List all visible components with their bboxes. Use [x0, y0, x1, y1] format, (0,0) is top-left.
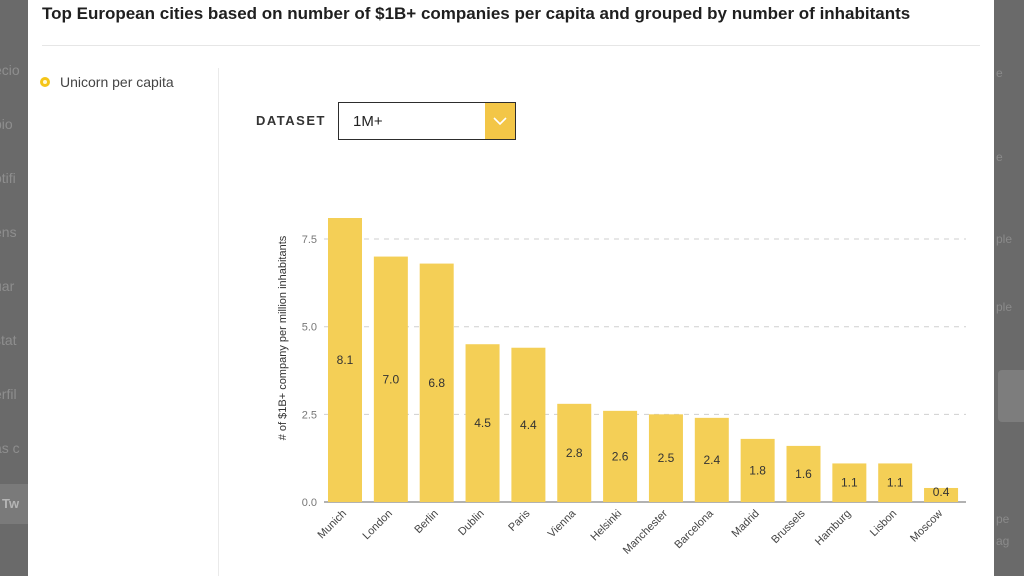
bar-value-label: 1.6	[795, 467, 812, 481]
x-tick-label: Helsinki	[589, 508, 625, 544]
bar[interactable]	[924, 487, 959, 502]
bar[interactable]	[878, 463, 913, 502]
background-text-fragment: stat	[0, 332, 17, 348]
y-tick-label: 7.5	[302, 234, 317, 246]
x-tick-label: Moscow	[908, 508, 945, 545]
chevron-down-icon[interactable]	[485, 103, 515, 139]
bar-value-label: 1.8	[749, 463, 766, 477]
bar-value-label: 0.4	[933, 485, 950, 499]
chart-card: Top European cities based on number of $…	[28, 0, 994, 576]
background-scroll-pill	[998, 370, 1024, 422]
x-tick-label: Hamburg	[813, 508, 853, 548]
bar[interactable]	[511, 347, 546, 502]
bar[interactable]	[694, 417, 729, 502]
x-tick-label: London	[361, 508, 395, 542]
legend-divider	[218, 68, 219, 576]
x-tick-label: Munich	[316, 508, 350, 542]
legend-label: Unicorn per capita	[60, 74, 174, 90]
bar-chart: 0.0 2.5 5.0 7.5 8.1 Munich 7.0 London 6.8 Berlin 4…	[277, 218, 966, 557]
bar[interactable]	[328, 218, 362, 502]
background-text-fragment: ple	[996, 232, 1013, 246]
background-page-right: e e ple ple pe ag	[994, 0, 1024, 576]
x-tick-label: Dublin	[456, 508, 487, 539]
bar-value-label: 2.8	[566, 446, 583, 460]
bar-value-label: 1.1	[841, 476, 858, 490]
x-tick-label: Vienna	[546, 507, 579, 540]
dataset-selected-value: 1M+	[353, 113, 383, 130]
bar-value-label: 4.4	[520, 418, 537, 432]
bar[interactable]	[786, 445, 821, 502]
x-tick-label: Brussels	[769, 507, 808, 546]
background-text-fragment: ecio	[0, 62, 20, 78]
background-text-fragment: e	[996, 66, 1003, 80]
bar-value-label: 7.0	[383, 372, 400, 386]
bar[interactable]	[603, 410, 638, 502]
dataset-select[interactable]: 1M+	[338, 102, 516, 140]
x-tick-label: Madrid	[730, 508, 762, 540]
x-tick-label: Barcelona	[672, 507, 716, 551]
y-tick-label: 2.5	[302, 409, 317, 421]
chart-legend[interactable]: Unicorn per capita	[40, 74, 174, 90]
bar[interactable]	[557, 403, 592, 502]
chart-title: Top European cities based on number of $…	[42, 4, 911, 23]
bar-value-label: 8.1	[337, 353, 354, 367]
background-text-fragment: erfil	[0, 386, 17, 402]
x-tick-label: Paris	[506, 507, 533, 534]
x-tick-label: Berlin	[412, 508, 440, 536]
background-text-fragment: ple	[996, 300, 1013, 314]
bar-value-label: 4.5	[474, 416, 491, 430]
bar-value-label: 2.5	[658, 451, 675, 465]
background-twitter-button: Tw	[0, 484, 28, 524]
bar[interactable]	[419, 263, 454, 502]
background-text-fragment: pio	[0, 116, 13, 132]
x-tick-label: Manchester	[621, 507, 670, 556]
bar-value-label: 2.4	[703, 453, 720, 467]
bar-value-label: 1.1	[887, 476, 904, 490]
background-text-fragment: uar	[0, 278, 15, 294]
x-tick-label: Lisbon	[868, 508, 899, 539]
background-text-fragment: as c	[0, 440, 20, 456]
bar[interactable]	[373, 256, 408, 502]
y-axis-label: # of $1B+ company per million inhabitant…	[277, 235, 289, 440]
bar[interactable]	[648, 414, 683, 502]
bar-value-label: 6.8	[428, 376, 445, 390]
background-text-fragment: pe	[996, 512, 1010, 526]
bar[interactable]	[832, 463, 867, 502]
bar[interactable]	[740, 438, 775, 502]
background-text-fragment: e	[996, 150, 1003, 164]
legend-swatch-icon	[40, 77, 50, 87]
bar-value-label: 2.6	[612, 449, 629, 463]
y-tick-label: 5.0	[302, 322, 317, 334]
bar[interactable]	[465, 344, 500, 502]
background-text-fragment: ag	[996, 534, 1010, 548]
y-tick-label: 0.0	[302, 497, 317, 509]
title-divider	[42, 45, 980, 46]
background-text-fragment: ens	[0, 224, 17, 240]
dataset-label: DATASET	[256, 113, 326, 128]
